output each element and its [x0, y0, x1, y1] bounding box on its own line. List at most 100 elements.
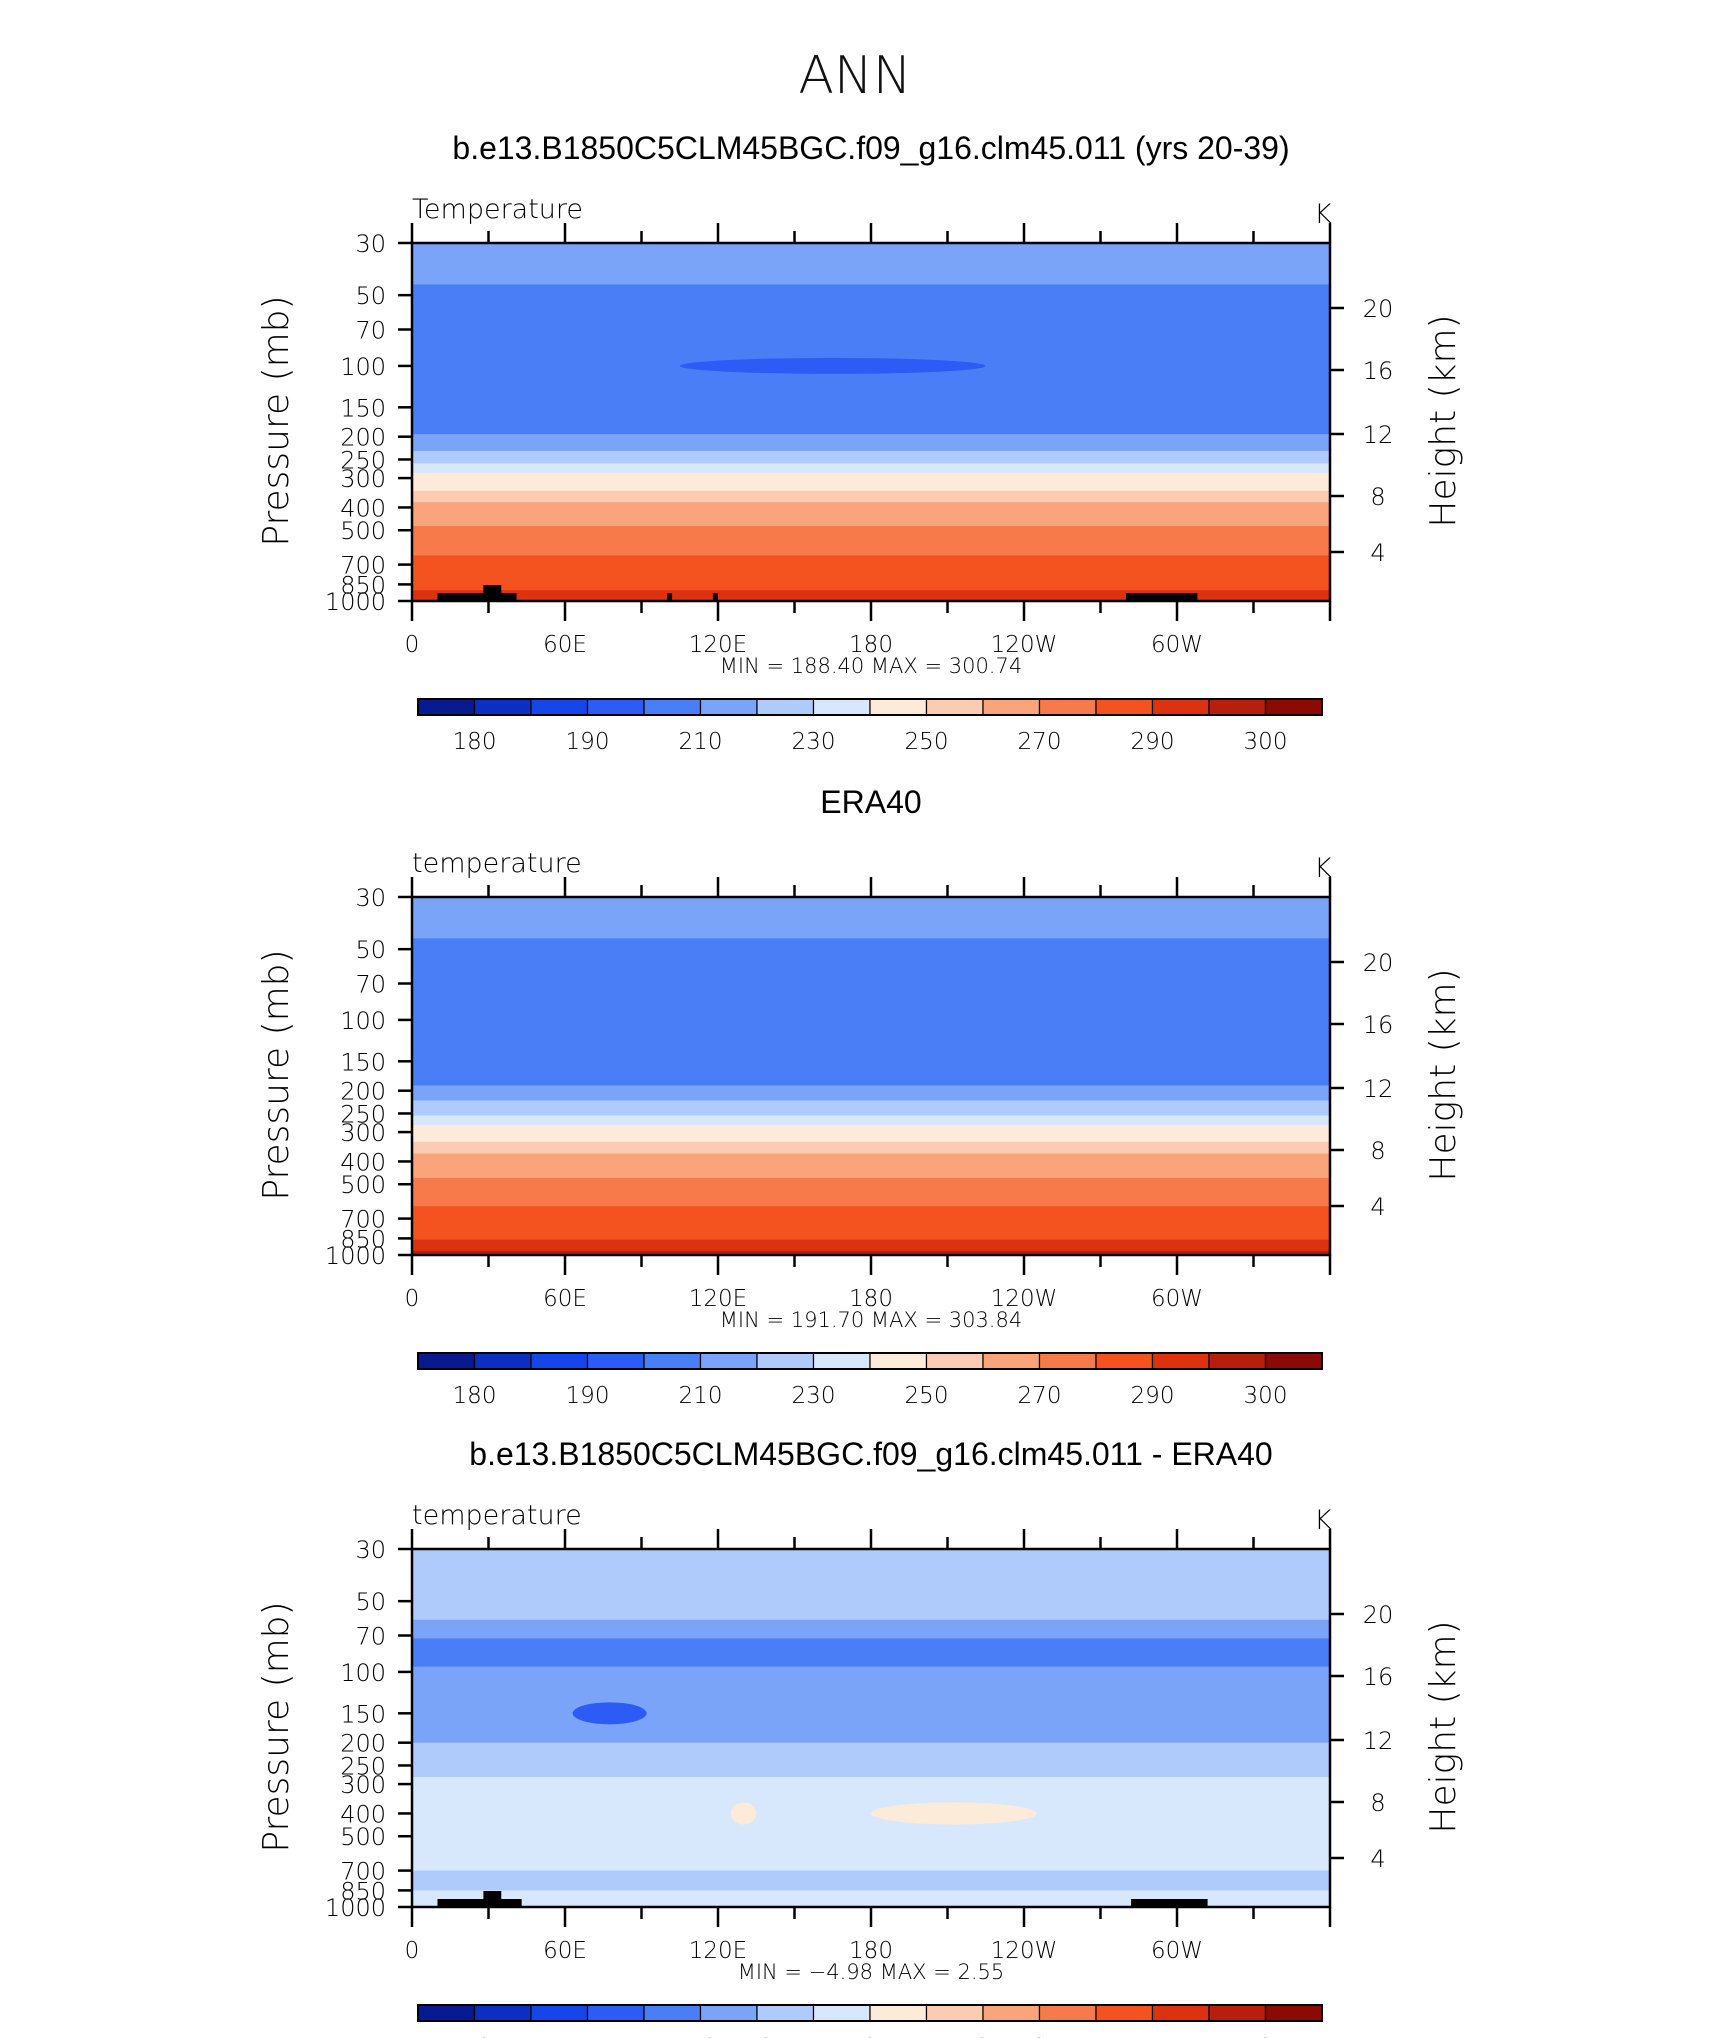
contour-band [412, 897, 1330, 927]
pressure-tick-label: 700 [340, 552, 386, 580]
colorbar-swatch [1038, 2004, 1097, 2022]
colorbar-swatch [756, 1352, 815, 1370]
height-tick-label: 20 [1363, 295, 1394, 323]
variable-label: temperature [412, 848, 582, 879]
plot-area [412, 1549, 1330, 1907]
colorbar-swatch [812, 698, 871, 716]
topography-mask [483, 585, 502, 601]
pressure-tick-label: 700 [340, 1858, 386, 1886]
panel-2: ERA40 temperature K 0 60E 120E 180 120W 60W MIN =… [256, 784, 1464, 1409]
colorbar-swatch [1095, 698, 1154, 716]
height-tick-label: 8 [1370, 483, 1385, 511]
plot-area [412, 897, 1330, 1255]
colorbar-swatch [1264, 2004, 1323, 2022]
pressure-tick-label: 850 [340, 1225, 386, 1253]
colorbar-label: 3 [1032, 2035, 1047, 2038]
pressure-tick-label: 1000 [325, 1242, 386, 1270]
contour-band [412, 1085, 1330, 1102]
x-tick-label: 60W [1151, 632, 1203, 658]
contour-band [412, 450, 1330, 465]
height-tick-label: 12 [1363, 1727, 1394, 1755]
colorbar-label: 190 [566, 729, 610, 755]
contour-band [412, 971, 1330, 982]
contour-warm-patch [730, 1802, 757, 1825]
variable-label: temperature [412, 1500, 582, 1531]
pressure-tick-label: 50 [355, 1588, 386, 1616]
colorbar-frame [417, 2004, 1323, 2022]
y2-axis-title: Height (km) [1423, 314, 1464, 527]
contour-band [412, 400, 1330, 415]
contour-band [412, 321, 1330, 333]
colorbar-label: 250 [905, 1383, 949, 1409]
colorbar-label: −5 [571, 2035, 605, 2038]
panel-1: b.e13.B1850C5CLM45BGC.f09_g16.clm45.011 … [256, 130, 1464, 755]
colorbar-swatch [417, 1352, 476, 1370]
colorbar-swatch [925, 2004, 984, 2022]
colorbar: −9 −7 −5 −4 −3 −2 −1 0 1 2 3 4 5 7 9 [417, 2004, 1323, 2038]
colorbar-swatch [643, 698, 702, 716]
y-axis-title: Pressure (mb) [256, 295, 297, 546]
x-tick-label: 180 [849, 1286, 893, 1312]
colorbar-swatch [756, 2004, 815, 2022]
pressure-tick-label: 400 [340, 1148, 386, 1176]
pressure-tick-label: 100 [340, 1659, 386, 1687]
colorbar-label: −9 [458, 2035, 492, 2038]
colorbar-label: 250 [905, 729, 949, 755]
pressure-tick-label: 500 [340, 517, 386, 545]
contour-band [412, 1854, 1330, 1872]
contour-band [412, 980, 1330, 1048]
pressure-tick-label: 70 [355, 971, 386, 999]
panel-title: b.e13.B1850C5CLM45BGC.f09_g16.clm45.011 … [469, 1436, 1272, 1472]
contour-warm-patch [871, 1802, 1037, 1825]
height-tick-label: 4 [1370, 1845, 1385, 1873]
colorbar-swatch [982, 698, 1041, 716]
pressure-tick-label: 250 [340, 1100, 386, 1128]
colorbar-label: −2 [740, 2035, 774, 2038]
contour-band [412, 1250, 1330, 1255]
pressure-tick-label: 100 [340, 1007, 386, 1035]
contour-band [412, 243, 1330, 273]
x-tick-label: 180 [849, 1938, 893, 1964]
colorbar-label: 210 [679, 1383, 723, 1409]
colorbar-swatch [699, 1352, 758, 1370]
colorbar-label: 210 [679, 729, 723, 755]
pressure-tick-label: 300 [340, 1771, 386, 1799]
contour-band [412, 1549, 1330, 1621]
contour-band [412, 434, 1330, 452]
contour-band [412, 272, 1330, 285]
y-axis-title: Pressure (mb) [256, 949, 297, 1200]
x-tick-label: 120E [689, 1286, 747, 1312]
height-tick-label: 12 [1363, 1075, 1394, 1103]
colorbar-label: −7 [514, 2035, 548, 2038]
height-tick-label: 16 [1363, 357, 1394, 385]
colorbar-swatch [1151, 698, 1210, 716]
colorbar-label: 270 [1018, 729, 1062, 755]
colorbar-label: 270 [1018, 1383, 1062, 1409]
pressure-tick-label: 400 [340, 1800, 386, 1828]
topography-mask [483, 1891, 502, 1907]
contour-cold-core [679, 357, 986, 374]
min-max-stats: MIN = −4.98 MAX = 2.55 [738, 1960, 1005, 1984]
colorbar-swatch [643, 1352, 702, 1370]
colorbar-frame [417, 1352, 1323, 1370]
pressure-tick-label: 850 [340, 1877, 386, 1905]
variable-label: Temperature [412, 194, 583, 225]
contour-band [412, 555, 1330, 591]
contour-band [412, 938, 1330, 972]
contour-band [412, 472, 1330, 492]
colorbar-label: 2 [976, 2035, 991, 2038]
contour-band [412, 284, 1330, 323]
x-tick-label: 120W [991, 1938, 1058, 1964]
x-tick-label: 0 [405, 632, 420, 658]
pressure-tick-label: 70 [355, 1623, 386, 1651]
topography-mask [667, 593, 673, 601]
height-tick-label: 20 [1363, 949, 1394, 977]
height-tick-label: 20 [1363, 1601, 1394, 1629]
colorbar-swatch [1264, 698, 1323, 716]
colorbar-frame [417, 698, 1323, 716]
contour-band [412, 590, 1330, 601]
x-tick-label: 60W [1151, 1938, 1203, 1964]
colorbar-label: 1 [919, 2035, 934, 2038]
contour-band [412, 1666, 1330, 1707]
